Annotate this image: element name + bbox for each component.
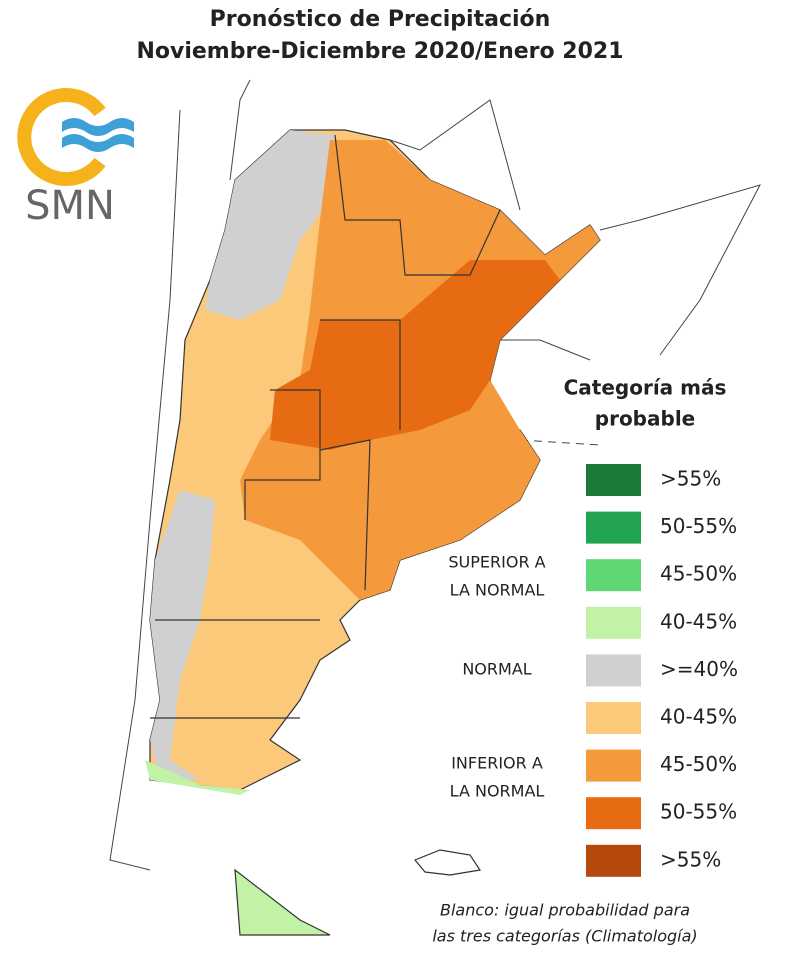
border-line xyxy=(500,339,591,361)
border-line xyxy=(389,99,521,211)
legend-label: 40-45% xyxy=(660,705,737,729)
legend-title: Categoría más xyxy=(564,376,727,400)
title-line: Noviembre-Diciembre 2020/Enero 2021 xyxy=(136,39,623,64)
region-above-normal xyxy=(145,760,250,795)
islands xyxy=(414,849,482,876)
province-line xyxy=(270,319,401,450)
tierra-del-fuego xyxy=(234,868,331,936)
legend-label: >55% xyxy=(660,847,721,871)
legend-swatch xyxy=(586,511,641,544)
border-line xyxy=(599,184,761,356)
legend-swatch xyxy=(586,559,641,592)
legend-label: >55% xyxy=(660,467,721,491)
border-line xyxy=(519,439,601,446)
map xyxy=(145,129,601,936)
border-line xyxy=(229,79,251,181)
logo: SMN xyxy=(17,88,134,229)
region-normal xyxy=(205,130,335,320)
legend-swatch xyxy=(586,844,641,877)
title-line: Pronóstico de Precipitación xyxy=(210,7,551,32)
legend-swatch xyxy=(586,654,641,687)
legend-label: 50-55% xyxy=(660,800,737,824)
logo-wave xyxy=(62,134,134,152)
region-above-50 xyxy=(270,260,560,450)
legend-label: 45-50% xyxy=(660,562,737,586)
legend-swatch xyxy=(586,464,641,496)
note: las tres categorías (Climatología) xyxy=(432,927,697,946)
group-label: INFERIOR A xyxy=(451,754,543,773)
legend-label: 50-55% xyxy=(660,514,737,538)
note: Blanco: igual probabilidad para xyxy=(440,901,690,920)
province-line xyxy=(334,134,501,276)
border-line xyxy=(109,109,181,871)
province-line xyxy=(244,439,371,591)
legend-title: probable xyxy=(595,407,695,431)
legend-swatch xyxy=(586,702,641,734)
logo-ring xyxy=(17,88,106,186)
group-label: NORMAL xyxy=(462,660,531,679)
logo-text: SMN xyxy=(25,183,115,229)
legend-swatch xyxy=(586,797,641,830)
legend-swatch xyxy=(586,606,641,639)
legend-label: 40-45% xyxy=(660,609,737,633)
group-label: SUPERIOR A xyxy=(448,553,545,572)
legend-swatch xyxy=(586,749,641,782)
legend-label: 45-50% xyxy=(660,752,737,776)
country-borders xyxy=(109,79,761,871)
logo-wave xyxy=(62,118,134,136)
legend-label: >=40% xyxy=(660,657,738,681)
region-normal xyxy=(150,490,215,780)
group-label: LA NORMAL xyxy=(450,581,545,600)
group-label: LA NORMAL xyxy=(450,782,545,801)
